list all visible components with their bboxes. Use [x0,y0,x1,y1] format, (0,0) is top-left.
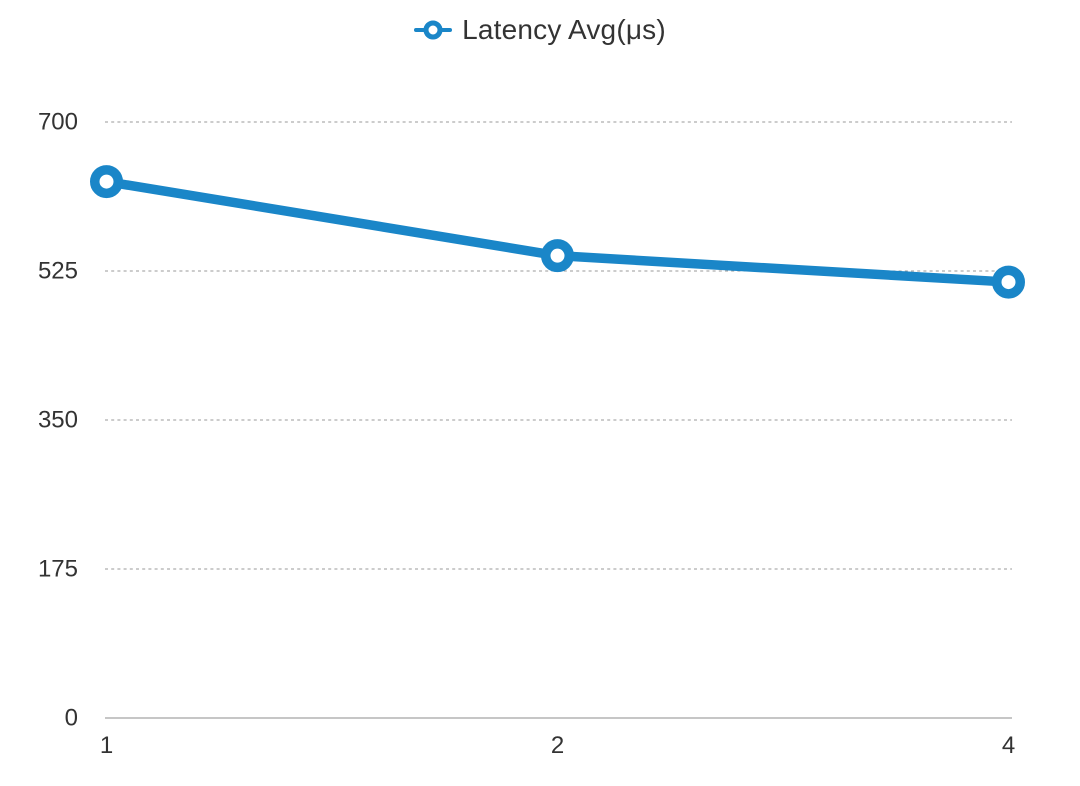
data-point-marker [90,165,123,199]
legend-line-marker-icon [414,20,453,40]
data-point-marker [541,239,574,273]
legend-label: Latency Avg(μs) [462,14,666,45]
x-tick-label: 2 [551,732,564,759]
x-tick-label: 1 [100,732,113,759]
x-tick-label: 4 [1002,732,1015,759]
legend-item-latency-avg[interactable]: Latency Avg(μs) [0,14,1080,46]
y-tick-label: 0 [65,705,78,732]
y-tick-label: 175 [38,556,78,583]
y-tick-label: 350 [38,407,78,434]
legend-donut-icon [423,20,443,40]
data-point-marker [992,265,1025,299]
y-tick-label: 700 [38,109,78,136]
y-tick-label: 525 [38,258,78,285]
